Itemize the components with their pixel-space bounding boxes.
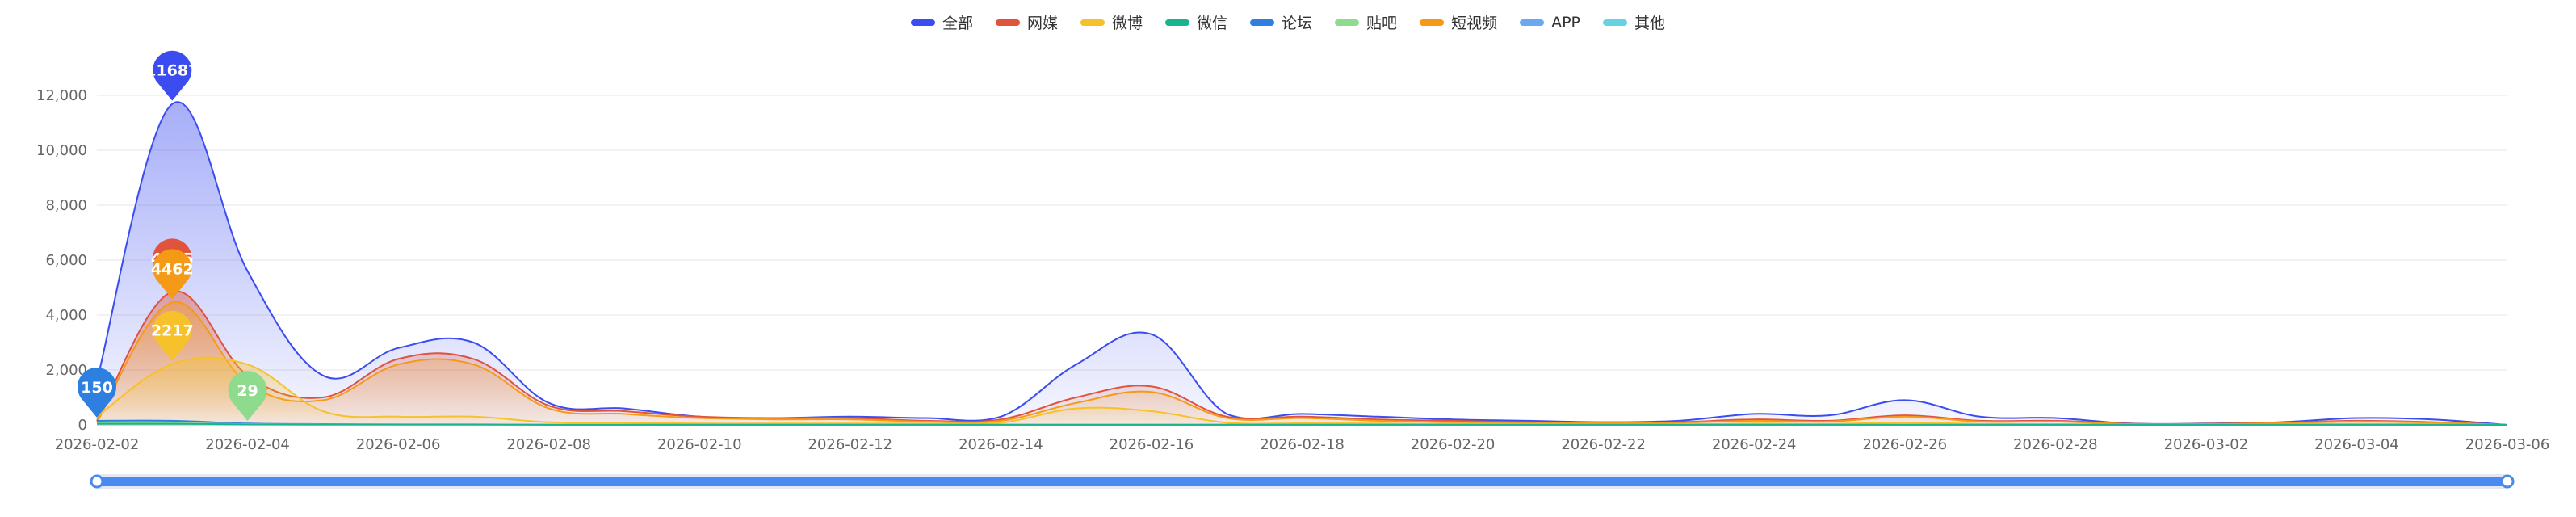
legend-label: 微博 [1112,15,1143,32]
zoom-slider-end-handle[interactable] [2500,474,2515,489]
max-marker[interactable]: 29 [228,371,267,422]
chart-legend: 全部 网媒 微博 微信 论坛 贴吧 短视频 APP 其他 [0,11,2576,33]
marker-label: 11687 [145,62,199,80]
x-tick-label: 2026-02-12 [808,436,893,453]
legend-item[interactable]: 全部 [910,11,973,33]
legend-item[interactable]: 论坛 [1250,11,1312,33]
y-tick-label: 12,000 [36,87,87,104]
x-tick-label: 2026-02-22 [1561,436,1646,453]
marker-label: 4462 [151,260,194,278]
x-tick-label: 2026-03-02 [2164,436,2249,453]
y-tick-label: 2,000 [45,362,87,379]
legend-swatch [1080,19,1105,26]
legend-label: 网媒 [1026,15,1058,32]
legend-item[interactable]: 其他 [1603,11,1665,33]
x-tick-label: 2026-02-04 [205,436,290,453]
max-marker[interactable]: 11687 [145,50,199,101]
x-tick-label: 2026-02-08 [506,436,591,453]
x-tick-label: 2026-03-04 [2314,436,2399,453]
marker-label: 29 [237,382,258,400]
x-tick-label: 2026-02-14 [959,436,1043,453]
x-tick-label: 2026-02-26 [1862,436,1947,453]
legend-swatch [1335,19,1360,26]
legend-swatch [1520,19,1545,26]
series-line[interactable] [96,101,2508,426]
series-line[interactable] [96,301,2508,426]
legend-label: 贴吧 [1366,15,1398,32]
x-tick-label: 2026-02-24 [1712,436,1797,453]
x-tick-label: 2026-02-06 [356,436,441,453]
legend-label: APP [1551,13,1580,32]
legend-label: 微信 [1197,15,1228,32]
y-tick-label: 4,000 [45,307,87,324]
max-marker[interactable]: 4462 [151,249,194,300]
x-tick-label: 2026-02-16 [1110,436,1194,453]
legend-label: 全部 [942,15,973,32]
marker-label: 2217 [151,322,194,340]
x-tick-label: 2026-02-02 [55,436,140,453]
legend-item[interactable]: APP [1520,14,1580,32]
legend-item[interactable]: 微信 [1165,11,1227,33]
legend-swatch [1420,19,1445,26]
marker-label: 150 [81,379,113,397]
y-tick-label: 6,000 [45,252,87,269]
y-tick-label: 0 [78,417,87,434]
series-area [97,301,2507,425]
legend-item[interactable]: 微博 [1080,11,1143,33]
legend-label: 论坛 [1282,15,1313,32]
legend-item[interactable]: 贴吧 [1335,11,1397,33]
legend-swatch [1165,19,1190,26]
legend-swatch [995,19,1020,26]
x-tick-label: 2026-02-20 [1411,436,1496,453]
zoom-slider-start-handle[interactable] [90,474,104,489]
zoom-slider-range[interactable] [97,477,2507,486]
x-tick-label: 2026-02-10 [657,436,742,453]
legend-item[interactable]: 短视频 [1420,11,1497,33]
x-tick-label: 2026-02-28 [2013,436,2098,453]
y-tick-label: 8,000 [45,197,87,214]
y-tick-label: 10,000 [36,142,87,159]
x-tick-label: 2026-03-06 [2465,436,2550,453]
legend-swatch [910,19,935,26]
legend-label: 其他 [1634,15,1666,32]
series-line[interactable] [96,422,2508,426]
x-tick-label: 2026-02-18 [1260,436,1345,453]
legend-label: 短视频 [1451,15,1498,32]
max-marker[interactable]: 2217 [151,310,194,361]
legend-swatch [1603,19,1627,26]
legend-item[interactable]: 网媒 [995,11,1058,33]
series-area [97,357,2507,425]
legend-swatch [1250,19,1275,26]
max-marker[interactable]: 150 [78,368,116,418]
